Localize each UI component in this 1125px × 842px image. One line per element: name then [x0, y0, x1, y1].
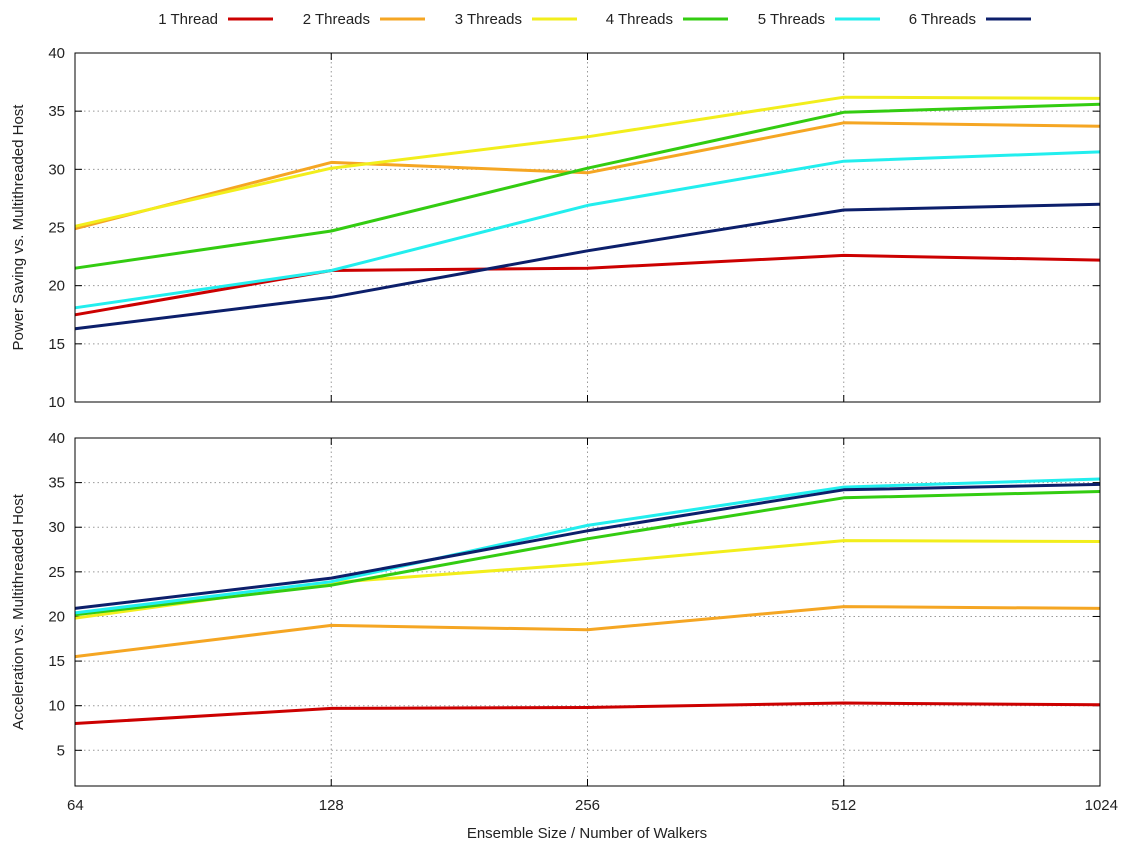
y-tick-label: 25	[48, 564, 65, 581]
y-tick-label: 10	[48, 394, 65, 411]
y-axis-title: Power Saving vs. Multithreaded Host	[10, 104, 27, 351]
y-tick-label: 40	[48, 430, 65, 447]
y-tick-label: 25	[48, 220, 65, 237]
legend-label: 5 Threads	[758, 11, 825, 28]
y-tick-label: 35	[48, 103, 65, 120]
acceleration-panel: 5 10 15 20 25 30 35 40 Acceleration vs. Multithr…	[10, 430, 1118, 814]
x-tick-label: 512	[831, 797, 856, 814]
x-tick-label: 1024	[1085, 797, 1118, 814]
plot-frame	[74, 437, 1101, 787]
power-saving-panel: 10 15 20 25 30 35 40 Power Saving vs. Multithre…	[10, 45, 1101, 411]
x-tick-label: 64	[67, 797, 84, 814]
series-line-2	[74, 605, 1101, 659]
y-tick-label: 20	[48, 608, 65, 625]
series-line-4	[74, 102, 1101, 270]
x-tick-label: 256	[575, 797, 600, 814]
legend-label: 2 Threads	[303, 11, 370, 28]
legend-label: 6 Threads	[909, 11, 976, 28]
series-line-4	[74, 490, 1101, 617]
series-line-1	[74, 253, 1101, 317]
y-tick-label: 5	[57, 742, 65, 759]
y-tick-label: 10	[48, 698, 65, 715]
y-tick-label: 20	[48, 278, 65, 295]
y-tick-label: 30	[48, 519, 65, 536]
y-tick-label: 15	[48, 336, 65, 353]
legend-label: 4 Threads	[606, 11, 673, 28]
series-line-6	[74, 202, 1101, 331]
y-tick-label: 30	[48, 161, 65, 178]
legend-label: 1 Thread	[158, 11, 218, 28]
y-tick-label: 40	[48, 45, 65, 62]
x-axis-title: Ensemble Size / Number of Walkers	[467, 825, 707, 842]
series-line-6	[74, 482, 1101, 610]
series-line-3	[74, 95, 1101, 228]
series-line-2	[74, 121, 1101, 231]
series-line-1	[74, 701, 1101, 725]
y-tick-label: 35	[48, 475, 65, 492]
series-line-5	[74, 150, 1101, 310]
y-axis-title: Acceleration vs. Multithreaded Host	[10, 493, 27, 730]
chart-legend: 1 Thread 2 Threads 3 Threads 4 Threads 5 Thr…	[158, 11, 1031, 28]
plot-frame	[74, 52, 1101, 403]
series-line-5	[74, 477, 1101, 615]
x-tick-label: 128	[319, 797, 344, 814]
y-tick-label: 15	[48, 653, 65, 670]
legend-label: 3 Threads	[455, 11, 522, 28]
